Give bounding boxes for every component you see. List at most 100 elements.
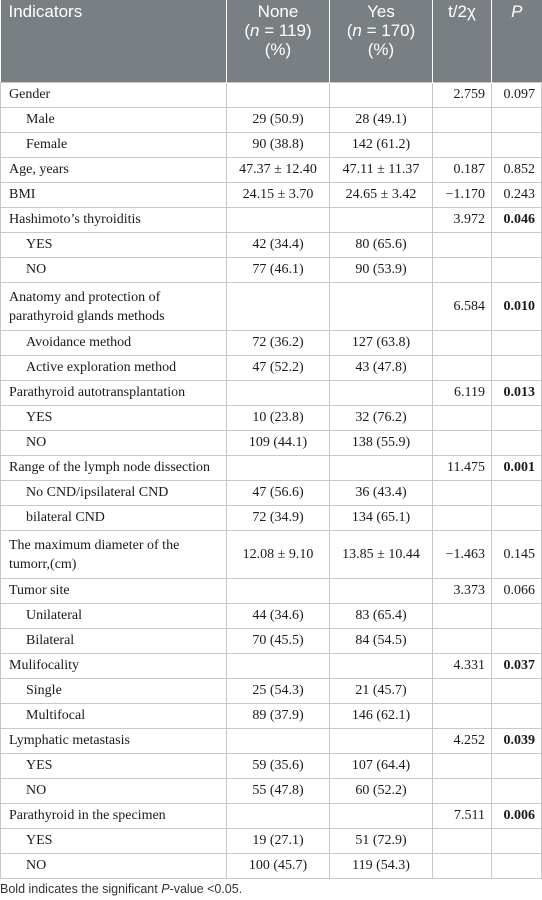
cell-yes (329, 653, 433, 679)
table-row: Avoidance method 72 (36.2) 127 (63.8) (0, 330, 542, 356)
cell-stat: 6.584 (432, 282, 492, 331)
row-label: YES (0, 405, 227, 431)
results-table: Indicators None (n = 119) (%) Yes (n = 1… (0, 0, 542, 879)
row-label: BMI (0, 182, 227, 208)
significant-p-value: 0.037 (503, 658, 536, 673)
cell-p (491, 355, 542, 381)
header-stat: t/2χ (432, 0, 492, 83)
cell-yes: 36 (43.4) (329, 480, 433, 506)
cell-p: 0.046 (491, 207, 542, 233)
cell-none: 47 (52.2) (226, 355, 330, 381)
table-row: Male 29 (50.9) 28 (49.1) (0, 107, 542, 133)
cell-stat: −1.463 (432, 530, 492, 579)
table-row: Tumor site 3.373 0.066 (0, 578, 542, 604)
cell-stat (432, 330, 492, 356)
cell-p (491, 703, 542, 729)
table-row: Range of the lymph node dissection 11.475… (0, 455, 542, 481)
table-row: YES 42 (34.4) 80 (65.6) (0, 232, 542, 258)
cell-p: 0.097 (491, 82, 542, 108)
cell-p (491, 107, 542, 133)
cell-stat: 6.119 (432, 380, 492, 406)
row-label: Bilateral (0, 628, 227, 654)
cell-none: 47 (56.6) (226, 480, 330, 506)
row-label: Mulifocality (0, 653, 227, 679)
cell-p (491, 480, 542, 506)
cell-stat (432, 107, 492, 133)
cell-none: 42 (34.4) (226, 232, 330, 258)
cell-stat (432, 405, 492, 431)
table-row: YES 59 (35.6) 107 (64.4) (0, 753, 542, 779)
table-row: NO 77 (46.1) 90 (53.9) (0, 257, 542, 283)
row-label: Male (0, 107, 227, 133)
row-label: NO (0, 430, 227, 456)
cell-stat (432, 603, 492, 629)
row-label: Active exploration method (0, 355, 227, 381)
table-row: Age, years 47.37 ± 12.40 47.11 ± 11.37 0.18… (0, 157, 542, 183)
cell-none: 55 (47.8) (226, 778, 330, 804)
cell-p: 0.010 (491, 282, 542, 331)
table-row: YES 19 (27.1) 51 (72.9) (0, 828, 542, 854)
cell-p: 0.066 (491, 578, 542, 604)
cell-yes: 80 (65.6) (329, 232, 433, 258)
cell-p (491, 753, 542, 779)
cell-none (226, 803, 330, 829)
row-label: YES (0, 232, 227, 258)
cell-yes: 60 (52.2) (329, 778, 433, 804)
cell-none: 89 (37.9) (226, 703, 330, 729)
row-label: Tumor site (0, 578, 227, 604)
cell-stat (432, 628, 492, 654)
header-none: None (n = 119) (%) (226, 0, 330, 83)
cell-none (226, 207, 330, 233)
cell-yes: 32 (76.2) (329, 405, 433, 431)
footnote-post: -value <0.05. (169, 882, 243, 896)
cell-none: 25 (54.3) (226, 678, 330, 704)
cell-none: 47.37 ± 12.40 (226, 157, 330, 183)
cell-yes: 84 (54.5) (329, 628, 433, 654)
row-label: No CND/ipsilateral CND (0, 480, 227, 506)
cell-none: 29 (50.9) (226, 107, 330, 133)
cell-p: 0.013 (491, 380, 542, 406)
cell-yes: 24.65 ± 3.42 (329, 182, 433, 208)
row-label: Lymphatic metastasis (0, 728, 227, 754)
cell-yes: 83 (65.4) (329, 603, 433, 629)
cell-stat: 11.475 (432, 455, 492, 481)
cell-p (491, 853, 542, 879)
table-row: Lymphatic metastasis 4.252 0.039 (0, 728, 542, 754)
cell-yes: 127 (63.8) (329, 330, 433, 356)
cell-stat (432, 355, 492, 381)
table-row: Single 25 (54.3) 21 (45.7) (0, 678, 542, 704)
cell-yes (329, 728, 433, 754)
table-row: BMI 24.15 ± 3.70 24.65 ± 3.42 −1.170 0.243 (0, 182, 542, 208)
table-footnote: Bold indicates the significant P-value <… (0, 882, 242, 896)
header-none-title: None (257, 2, 299, 21)
table-row: Parathyroid in the specimen 7.511 0.006 (0, 803, 542, 829)
table-row: Active exploration method 47 (52.2) 43 (47… (0, 355, 542, 381)
footnote-p-letter: P (161, 882, 170, 896)
header-indicators: Indicators (0, 0, 227, 83)
table-row: NO 55 (47.8) 60 (52.2) (0, 778, 542, 804)
cell-none: 44 (34.6) (226, 603, 330, 629)
cell-stat (432, 257, 492, 283)
cell-yes (329, 282, 433, 331)
cell-yes: 90 (53.9) (329, 257, 433, 283)
cell-p: 0.001 (491, 455, 542, 481)
row-label: Gender (0, 82, 227, 108)
header-none-pct: (%) (264, 40, 292, 59)
cell-p (491, 678, 542, 704)
cell-p (491, 778, 542, 804)
table-row: The maximum diameter of the tumorr,(cm) 1… (0, 530, 542, 579)
cell-p: 0.006 (491, 803, 542, 829)
cell-none: 109 (44.1) (226, 430, 330, 456)
cell-p (491, 405, 542, 431)
table-row: Mulifocality 4.331 0.037 (0, 653, 542, 679)
header-yes-open-paren: ( (346, 21, 353, 40)
header-none-n-letter: n (250, 21, 260, 40)
cell-yes: 146 (62.1) (329, 703, 433, 729)
cell-stat (432, 753, 492, 779)
cell-stat (432, 505, 492, 531)
significant-p-value: 0.010 (503, 299, 536, 314)
header-yes: Yes (n = 170) (%) (329, 0, 433, 83)
cell-none (226, 380, 330, 406)
row-label: The maximum diameter of the tumorr,(cm) (0, 530, 227, 579)
cell-yes: 13.85 ± 10.44 (329, 530, 433, 579)
